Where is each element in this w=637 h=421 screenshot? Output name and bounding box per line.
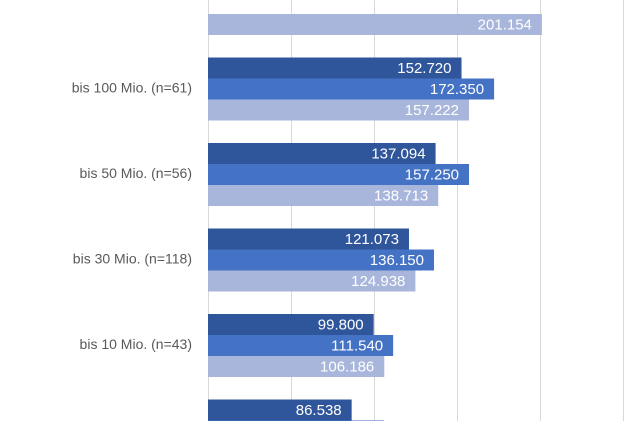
data-label: 136.150 [370, 252, 424, 269]
bar [208, 164, 470, 185]
data-label: 157.250 [405, 166, 459, 183]
bar [208, 143, 436, 164]
bar [208, 314, 374, 335]
data-label: 172.350 [430, 81, 484, 98]
data-label: 157.222 [405, 102, 459, 119]
bar [208, 249, 435, 271]
data-label: 121.073 [345, 231, 399, 248]
bar [208, 185, 439, 206]
bars [208, 14, 542, 421]
data-label: 138.713 [374, 187, 428, 204]
bar [208, 399, 352, 421]
bar [208, 356, 385, 377]
category-label: bis 50 Mio. (n=56) [80, 165, 192, 181]
data-label: 86.538 [296, 402, 342, 419]
data-label: 111.540 [331, 337, 383, 354]
category-label: bis 30 Mio. (n=118) [73, 251, 192, 267]
category-label: bis 10 Mio. (n=43) [80, 336, 192, 352]
data-label: 124.938 [351, 273, 405, 290]
category-label: bis 100 Mio. (n=61) [72, 80, 192, 96]
bar [208, 57, 462, 79]
bar [208, 99, 469, 121]
bar [208, 335, 394, 356]
bar [208, 228, 409, 250]
bar [208, 14, 542, 35]
data-label: 106.186 [320, 358, 374, 375]
data-label: 201.154 [478, 16, 532, 33]
labels: 201.154 bis 100 Mio. (n=61) 152.720 172.350… [72, 16, 532, 419]
data-label: 137.094 [371, 145, 425, 162]
data-label: 99.800 [318, 316, 364, 333]
data-label: 152.720 [397, 60, 451, 77]
bar [208, 78, 495, 100]
bar [208, 270, 416, 292]
